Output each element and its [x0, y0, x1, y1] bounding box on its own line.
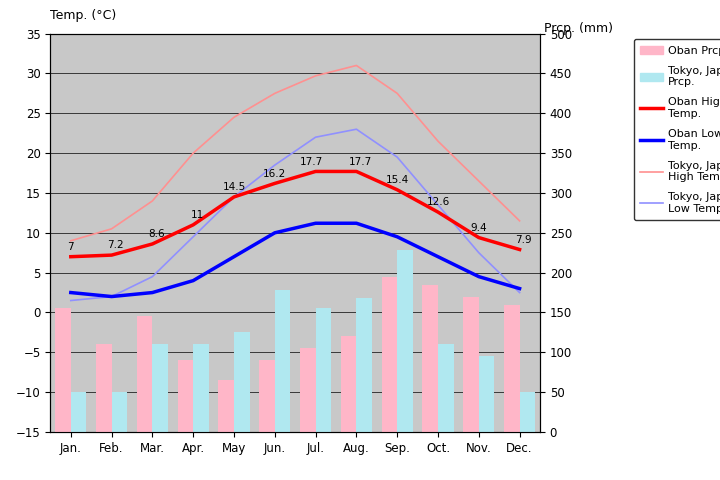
- Text: 11: 11: [191, 210, 204, 220]
- Bar: [438, 344, 454, 432]
- Bar: [341, 336, 356, 432]
- Text: 9.4: 9.4: [470, 223, 487, 233]
- Text: 7.9: 7.9: [516, 235, 532, 245]
- Bar: [504, 304, 520, 432]
- Bar: [463, 297, 479, 432]
- Text: Temp. (°C): Temp. (°C): [50, 9, 117, 22]
- Bar: [112, 392, 127, 432]
- Bar: [423, 285, 438, 432]
- Bar: [382, 276, 397, 432]
- Bar: [96, 344, 112, 432]
- Bar: [71, 392, 86, 432]
- Text: 12.6: 12.6: [426, 197, 449, 207]
- Bar: [178, 360, 193, 432]
- Bar: [193, 344, 209, 432]
- Bar: [315, 309, 331, 432]
- Bar: [234, 332, 250, 432]
- Bar: [218, 380, 234, 432]
- Bar: [479, 356, 495, 432]
- Text: 16.2: 16.2: [264, 168, 287, 179]
- Bar: [356, 298, 372, 432]
- Bar: [520, 392, 535, 432]
- Bar: [397, 250, 413, 432]
- Bar: [300, 348, 315, 432]
- Text: 7.2: 7.2: [107, 240, 124, 251]
- Text: 17.7: 17.7: [349, 156, 372, 167]
- Text: 8.6: 8.6: [148, 229, 165, 239]
- Bar: [55, 309, 71, 432]
- Text: 15.4: 15.4: [386, 175, 409, 185]
- Bar: [259, 360, 275, 432]
- Text: 7: 7: [68, 242, 74, 252]
- Bar: [153, 344, 168, 432]
- Bar: [275, 290, 290, 432]
- Text: 14.5: 14.5: [222, 182, 246, 192]
- Text: Prcp. (mm): Prcp. (mm): [544, 22, 613, 35]
- Text: 17.7: 17.7: [300, 156, 323, 167]
- Legend: Oban Prcp., Tokyo, Japan
Prcp., Oban High
Temp., Oban Low
Temp., Tokyo, Japan
Hi: Oban Prcp., Tokyo, Japan Prcp., Oban Hig…: [634, 39, 720, 220]
- Bar: [137, 316, 153, 432]
